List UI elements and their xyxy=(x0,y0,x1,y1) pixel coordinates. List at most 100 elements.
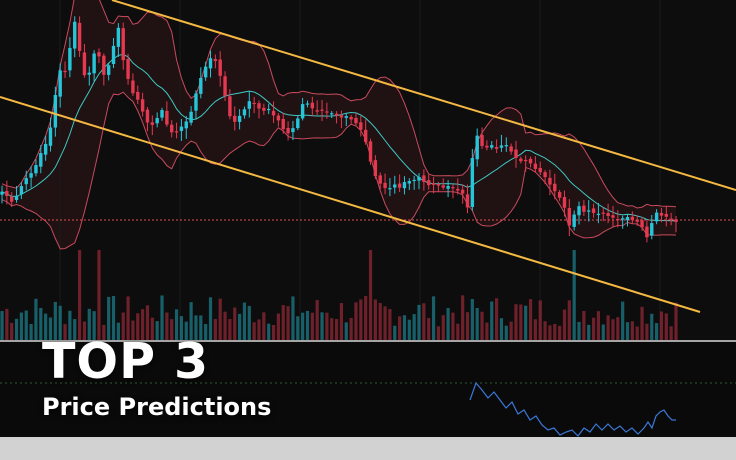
candle-body xyxy=(194,93,198,111)
candle-body xyxy=(562,197,567,208)
volume-bar xyxy=(383,306,387,340)
candle-body xyxy=(131,80,135,94)
candle-body xyxy=(664,213,669,217)
volume-bar xyxy=(519,304,523,340)
candle-body xyxy=(291,128,295,133)
volume-bar xyxy=(494,298,499,340)
volume-bar xyxy=(141,309,145,340)
volume-bar xyxy=(174,309,179,340)
volume-bar xyxy=(73,319,77,340)
candle-body xyxy=(97,52,101,57)
candle-body xyxy=(553,183,557,192)
volume-bar xyxy=(640,306,644,340)
candle-body xyxy=(184,121,188,129)
volume-bar xyxy=(514,304,518,340)
volume-bar xyxy=(310,312,314,340)
candle-body xyxy=(393,184,397,188)
candle-body xyxy=(208,58,213,69)
candle-body xyxy=(24,178,28,185)
volume-bar xyxy=(237,313,242,340)
candle-body xyxy=(136,91,140,100)
volume-bar xyxy=(451,312,455,340)
candle-body xyxy=(645,226,649,238)
candle-body xyxy=(577,206,581,216)
candle-body xyxy=(460,189,465,194)
indicator-panel-background xyxy=(0,342,736,437)
candle-body xyxy=(39,153,43,167)
channel-line xyxy=(0,96,701,313)
candle-body xyxy=(572,214,576,227)
volume-bar xyxy=(354,302,358,340)
candle-body xyxy=(427,180,431,186)
candle-body xyxy=(582,205,586,212)
volume-bar xyxy=(29,324,33,340)
volume-bar xyxy=(548,325,552,340)
candle-body xyxy=(378,175,382,184)
candle-body xyxy=(557,192,562,198)
volume-bar xyxy=(368,250,373,340)
volume-bar xyxy=(92,311,96,340)
volume-bar xyxy=(14,318,19,340)
footer-bar xyxy=(0,437,736,460)
candle-body xyxy=(145,109,150,123)
candle-body xyxy=(174,131,179,133)
volume-bar xyxy=(621,301,625,340)
candle-body xyxy=(344,116,348,118)
trend-channel xyxy=(0,0,736,313)
volume-bar xyxy=(102,324,106,340)
volume-bar xyxy=(160,295,164,340)
candle-body xyxy=(9,196,14,202)
volume-bar xyxy=(591,317,596,340)
volume-bar xyxy=(121,312,125,340)
volume-bar xyxy=(412,314,416,340)
volume-bar xyxy=(208,297,213,340)
volume-bar xyxy=(475,307,479,340)
volume-bar xyxy=(34,298,38,340)
volume-bar xyxy=(150,317,154,340)
candle-body xyxy=(412,179,416,182)
volume-bar xyxy=(291,296,295,340)
candle-body xyxy=(446,186,450,189)
volume-bar xyxy=(465,312,470,340)
volume-bar xyxy=(349,317,353,340)
candle-body xyxy=(126,58,130,79)
volume-bar xyxy=(228,319,232,340)
candle-body xyxy=(402,182,407,189)
volume-bar xyxy=(223,311,227,340)
volume-bar xyxy=(650,313,654,340)
volume-bar xyxy=(77,250,82,340)
candle-body xyxy=(271,110,276,116)
candle-body xyxy=(543,172,547,178)
candle-body xyxy=(252,102,256,105)
candle-body xyxy=(528,158,533,164)
volume-bars xyxy=(0,250,678,340)
volume-bar xyxy=(334,319,339,340)
candle-body xyxy=(368,141,373,162)
volume-bar xyxy=(213,318,217,340)
volume-bar xyxy=(68,310,72,340)
volume-bar xyxy=(616,317,620,340)
volume-bar xyxy=(0,311,4,340)
volume-bar xyxy=(499,318,504,340)
candle-body xyxy=(480,135,484,147)
volume-bar xyxy=(204,323,208,340)
candle-body xyxy=(19,186,24,195)
candle-body xyxy=(203,66,208,78)
candle-body xyxy=(116,27,121,47)
volume-bar xyxy=(252,322,256,340)
channel-line xyxy=(111,0,736,191)
volume-bar xyxy=(606,315,610,340)
volume-bar xyxy=(257,319,261,340)
volume-bar xyxy=(339,303,344,340)
volume-bar xyxy=(524,305,528,340)
volume-bar xyxy=(558,325,562,340)
volume-bar xyxy=(480,311,484,340)
volume-bar xyxy=(126,296,130,340)
volume-bar xyxy=(485,322,489,340)
volume-bar xyxy=(461,295,465,340)
volume-bar xyxy=(145,305,150,340)
volume-bar xyxy=(87,308,91,340)
volume-bar xyxy=(577,321,581,340)
volume-bar xyxy=(504,325,508,340)
